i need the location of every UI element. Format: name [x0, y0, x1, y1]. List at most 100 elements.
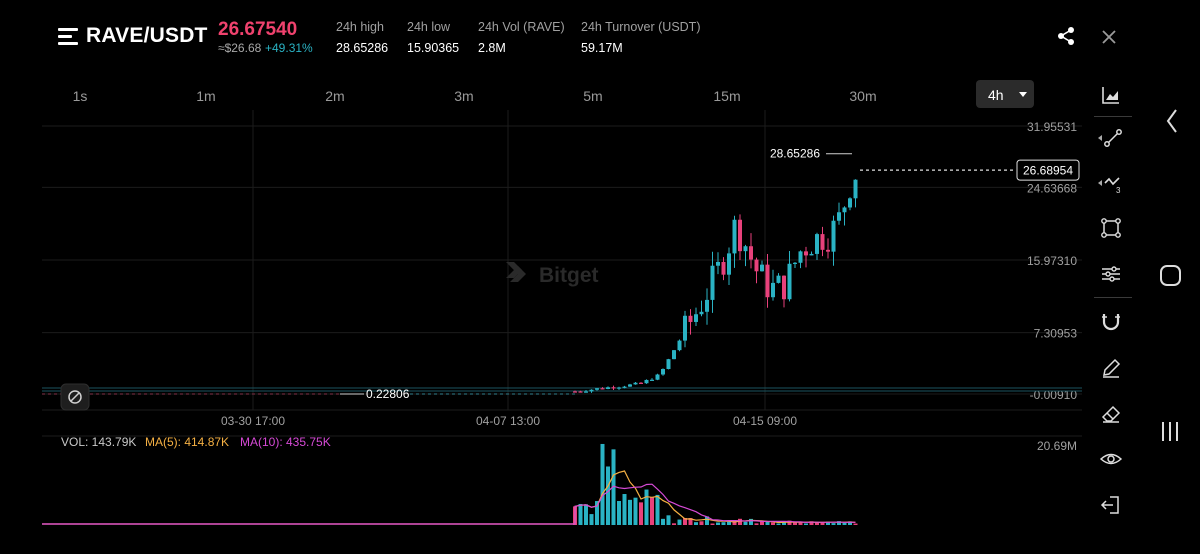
last-price: 26.67540: [218, 19, 298, 40]
stat-label: 24h high: [336, 20, 384, 34]
vol-label: VOL: 143.79K: [61, 435, 136, 449]
volume-bar: [749, 518, 753, 525]
volume-bar: [699, 521, 704, 525]
interval-1s[interactable]: 1s: [72, 88, 88, 104]
volume-bar: [595, 501, 599, 525]
price-change: +49.31%: [265, 41, 313, 55]
volume-bar: [776, 523, 781, 525]
interval-bar: 1s 1m 2m 3m 5m 15m 30m 4h: [40, 80, 1085, 110]
candle-body: [578, 391, 583, 393]
volume-bar: [727, 521, 731, 525]
pair-title[interactable]: RAVE/USDT: [86, 24, 208, 47]
volume-bar: [765, 521, 770, 525]
toolbar-divider: [1094, 116, 1132, 117]
volume-bar: [721, 522, 726, 525]
candle-body: [793, 262, 797, 264]
line-tool-icon[interactable]: [1098, 125, 1124, 151]
magnet-icon[interactable]: [1098, 309, 1124, 335]
close-icon[interactable]: [1100, 28, 1118, 46]
stat-24h-turnover: 24h Turnover (USDT) 59.17M: [581, 20, 700, 55]
candle-body: [738, 219, 742, 252]
back-nav-icon[interactable]: [1166, 109, 1177, 133]
candle-body: [787, 263, 792, 300]
candlestick-chart[interactable]: Bitget 31.95531 24.63668 15.97310 7.30953 -0…: [0, 110, 1090, 554]
current-price-box: [1016, 159, 1080, 181]
candle-body: [771, 282, 775, 298]
volume-bar: [677, 519, 682, 525]
system-nav-bar: [1160, 109, 1181, 441]
volume-bar: [611, 449, 616, 525]
volume-bar: [793, 522, 797, 525]
candle-body: [853, 179, 858, 199]
low-marker-label: 0.22806: [366, 387, 410, 401]
y-tick-label: 24.63668: [1027, 181, 1077, 195]
exit-icon[interactable]: [1098, 492, 1124, 518]
volume-bar: [639, 502, 643, 525]
stat-label: 24h low: [407, 20, 451, 34]
volume-bar: [842, 522, 847, 525]
stat-value: 59.17M: [581, 41, 623, 55]
rectangle-tool-icon[interactable]: [1098, 215, 1124, 241]
volume-bar: [628, 499, 632, 525]
volume-bar: [694, 522, 698, 525]
volume-bar: [578, 503, 583, 525]
volume-bar: [600, 443, 605, 525]
candle-body: [589, 389, 594, 392]
reset-view-button[interactable]: [60, 383, 90, 411]
candle-body: [611, 387, 616, 389]
interval-2m[interactable]: 2m: [325, 88, 345, 104]
home-nav-icon[interactable]: [1160, 265, 1181, 286]
x-tick-label: 04-07 13:00: [476, 414, 540, 428]
candle-body: [639, 382, 643, 384]
candle-body: [804, 251, 808, 256]
pencil-icon[interactable]: [1098, 355, 1124, 381]
volume-bar: [710, 523, 715, 525]
volume-bar: [853, 523, 858, 525]
interval-15m[interactable]: 15m: [713, 88, 741, 104]
trend-tool-icon[interactable]: 3: [1098, 170, 1124, 196]
price-markers: 28.65286 0.22806 26.68954: [340, 147, 1080, 401]
candles: [573, 179, 858, 393]
candle-body: [743, 246, 748, 252]
candle-body: [633, 382, 638, 385]
recents-nav-icon[interactable]: [1162, 422, 1178, 441]
y-axis-labels: 31.95531 24.63668 15.97310 7.30953 -0.00910: [1027, 120, 1077, 402]
candle-body: [798, 251, 803, 263]
volume-bar: [644, 489, 649, 525]
share-icon[interactable]: [1056, 26, 1076, 46]
caret-down-icon: [1019, 92, 1027, 97]
watermark-text: Bitget: [539, 264, 599, 287]
chart-type-icon[interactable]: [1098, 82, 1124, 108]
interval-4h-dropdown[interactable]: 4h: [976, 80, 1034, 108]
menu-icon[interactable]: [58, 28, 78, 46]
candle-body: [848, 198, 852, 208]
y-tick-label: 31.95531: [1027, 120, 1077, 134]
candle-body: [666, 359, 671, 370]
y-tick-label: 7.30953: [1034, 327, 1078, 341]
settings-sliders-icon[interactable]: [1098, 261, 1124, 287]
eye-icon[interactable]: [1098, 446, 1124, 472]
stat-value: 15.90365: [407, 41, 460, 55]
candle-body: [617, 387, 621, 389]
candle-body: [606, 387, 610, 390]
eraser-icon[interactable]: [1098, 400, 1124, 426]
candle-body: [776, 275, 781, 283]
interval-1m[interactable]: 1m: [196, 88, 216, 104]
volume-bar: [787, 520, 792, 525]
candle-body: [826, 249, 830, 252]
interval-30m[interactable]: 30m: [849, 88, 877, 104]
interval-5m[interactable]: 5m: [583, 88, 603, 104]
volume-bar: [831, 523, 836, 525]
candle-body: [782, 275, 786, 300]
interval-3m[interactable]: 3m: [454, 88, 474, 104]
candle-body: [688, 315, 693, 322]
volume-bars: [42, 443, 858, 525]
volume-bar: [655, 494, 660, 525]
volume-bar: [782, 522, 786, 525]
volume-bar: [661, 518, 665, 525]
candle-body: [749, 246, 753, 260]
chart-grid: [42, 110, 1082, 437]
ma-lines: [42, 470, 856, 525]
volume-bar: [754, 523, 759, 525]
volume-bar: [617, 500, 621, 525]
